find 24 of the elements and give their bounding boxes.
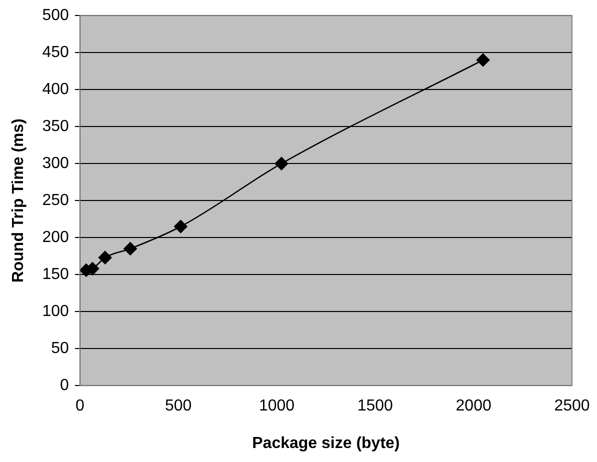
point [174, 220, 188, 234]
y-tick-label: 100 [42, 303, 69, 320]
y-tick-label: 200 [42, 229, 69, 246]
y-axis-title: Round Trip Time (ms) [10, 118, 28, 283]
x-tick-label: 1000 [258, 398, 295, 415]
y-tick-label: 0 [60, 377, 69, 394]
y-tick-label: 450 [42, 44, 69, 62]
y-tick-label: 350 [42, 118, 69, 136]
y-tick-label: 150 [42, 266, 69, 284]
point [476, 53, 490, 67]
x-axis-title: Package size (byte) [252, 434, 400, 452]
point [124, 242, 137, 256]
x-tick-label: 1500 [357, 398, 394, 415]
y-tick-label: 400 [42, 81, 69, 98]
x-tick-label: 0 [75, 398, 84, 415]
x-tick-label: 2500 [554, 398, 590, 415]
y-tick-label: 500 [42, 7, 69, 24]
x-tick-label: 2000 [456, 398, 492, 415]
y-tick-label: 50 [51, 340, 69, 358]
point [98, 250, 112, 264]
x-tick-label: 500 [164, 398, 192, 415]
y-tick-label: 250 [42, 192, 69, 210]
y-tick-label: 300 [42, 155, 69, 172]
point [274, 156, 288, 170]
